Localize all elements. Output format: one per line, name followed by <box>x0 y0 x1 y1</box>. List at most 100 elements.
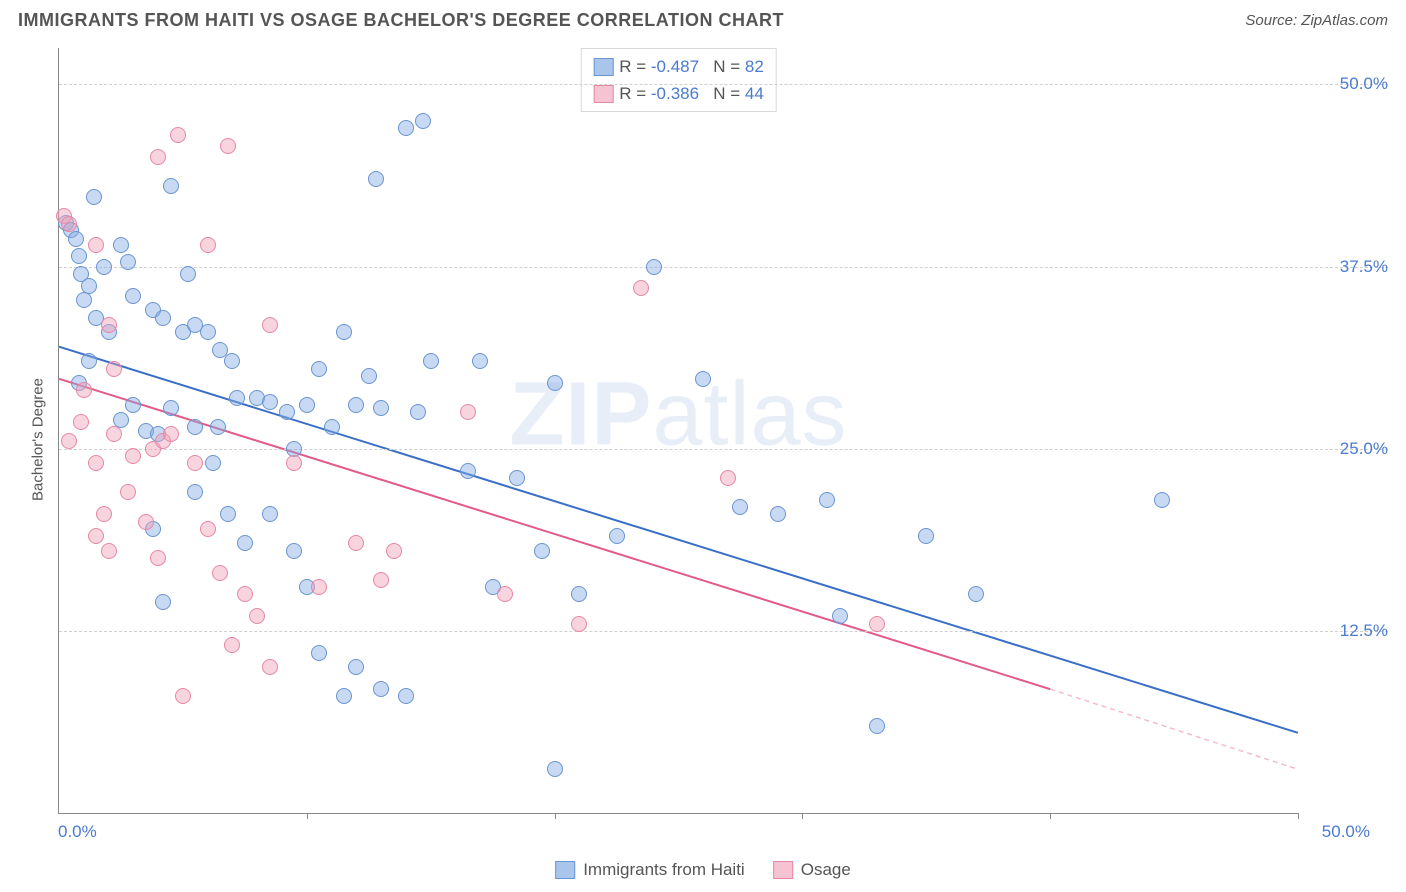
scatter-point <box>81 353 97 369</box>
scatter-point <box>460 404 476 420</box>
scatter-point <box>262 659 278 675</box>
scatter-point <box>460 463 476 479</box>
scatter-point <box>336 688 352 704</box>
scatter-point <box>187 484 203 500</box>
scatter-point <box>472 353 488 369</box>
x-tick-mark <box>555 813 556 819</box>
series-legend: Immigrants from HaitiOsage <box>555 860 851 880</box>
scatter-point <box>547 375 563 391</box>
scatter-point <box>415 113 431 129</box>
scatter-point <box>86 189 102 205</box>
scatter-point <box>633 280 649 296</box>
scatter-point <box>71 248 87 264</box>
chart-container: Bachelor's Degree ZIPatlas R = -0.487 N … <box>18 48 1388 844</box>
scatter-point <box>646 259 662 275</box>
scatter-point <box>311 645 327 661</box>
gridline <box>59 449 1388 450</box>
scatter-point <box>200 521 216 537</box>
scatter-point <box>187 455 203 471</box>
scatter-point <box>96 259 112 275</box>
scatter-point <box>224 353 240 369</box>
scatter-point <box>180 266 196 282</box>
scatter-point <box>336 324 352 340</box>
scatter-point <box>88 528 104 544</box>
scatter-point <box>155 594 171 610</box>
scatter-point <box>398 688 414 704</box>
scatter-point <box>534 543 550 559</box>
legend-swatch <box>593 85 613 103</box>
scatter-point <box>170 127 186 143</box>
scatter-point <box>770 506 786 522</box>
scatter-point <box>163 426 179 442</box>
y-tick-label: 25.0% <box>1308 439 1388 459</box>
gridline <box>59 84 1388 85</box>
scatter-point <box>175 688 191 704</box>
gridline <box>59 267 1388 268</box>
scatter-point <box>229 390 245 406</box>
scatter-point <box>224 637 240 653</box>
scatter-point <box>368 171 384 187</box>
scatter-point <box>373 681 389 697</box>
scatter-point <box>1154 492 1170 508</box>
scatter-point <box>279 404 295 420</box>
scatter-point <box>120 254 136 270</box>
scatter-point <box>819 492 835 508</box>
legend-swatch <box>593 58 613 76</box>
scatter-point <box>220 138 236 154</box>
scatter-point <box>386 543 402 559</box>
scatter-point <box>547 761 563 777</box>
y-tick-label: 12.5% <box>1308 621 1388 641</box>
scatter-point <box>101 317 117 333</box>
scatter-point <box>200 324 216 340</box>
y-axis-label: Bachelor's Degree <box>30 350 47 530</box>
scatter-point <box>163 178 179 194</box>
scatter-point <box>311 361 327 377</box>
scatter-point <box>88 237 104 253</box>
scatter-point <box>262 317 278 333</box>
scatter-point <box>398 120 414 136</box>
x-tick-mark <box>1050 813 1051 819</box>
scatter-point <box>120 484 136 500</box>
scatter-point <box>695 371 711 387</box>
scatter-point <box>286 543 302 559</box>
scatter-point <box>96 506 112 522</box>
legend-label: Immigrants from Haiti <box>583 860 745 880</box>
scatter-point <box>88 455 104 471</box>
chart-title: IMMIGRANTS FROM HAITI VS OSAGE BACHELOR'… <box>18 10 784 31</box>
scatter-point <box>373 572 389 588</box>
scatter-point <box>155 310 171 326</box>
scatter-point <box>125 288 141 304</box>
scatter-point <box>732 499 748 515</box>
legend-item: Immigrants from Haiti <box>555 860 745 880</box>
scatter-point <box>832 608 848 624</box>
scatter-point <box>106 361 122 377</box>
x-tick-mark <box>1298 813 1299 819</box>
gridline <box>59 631 1388 632</box>
scatter-point <box>101 543 117 559</box>
scatter-point <box>571 616 587 632</box>
x-tick-label: 0.0% <box>58 822 97 842</box>
scatter-point <box>76 382 92 398</box>
scatter-point <box>968 586 984 602</box>
legend-swatch <box>773 861 793 879</box>
scatter-point <box>348 535 364 551</box>
scatter-point <box>324 419 340 435</box>
scatter-point <box>200 237 216 253</box>
scatter-point <box>237 586 253 602</box>
x-tick-label: 50.0% <box>1322 822 1370 842</box>
scatter-point <box>410 404 426 420</box>
scatter-point <box>210 419 226 435</box>
scatter-point <box>150 149 166 165</box>
scatter-point <box>106 426 122 442</box>
scatter-point <box>150 550 166 566</box>
y-tick-label: 37.5% <box>1308 257 1388 277</box>
scatter-point <box>311 579 327 595</box>
scatter-point <box>113 237 129 253</box>
scatter-point <box>497 586 513 602</box>
scatter-point <box>869 616 885 632</box>
scatter-point <box>125 448 141 464</box>
stats-legend-row: R = -0.487 N = 82 <box>593 53 764 80</box>
scatter-point <box>163 400 179 416</box>
legend-swatch <box>555 861 575 879</box>
scatter-point <box>205 455 221 471</box>
